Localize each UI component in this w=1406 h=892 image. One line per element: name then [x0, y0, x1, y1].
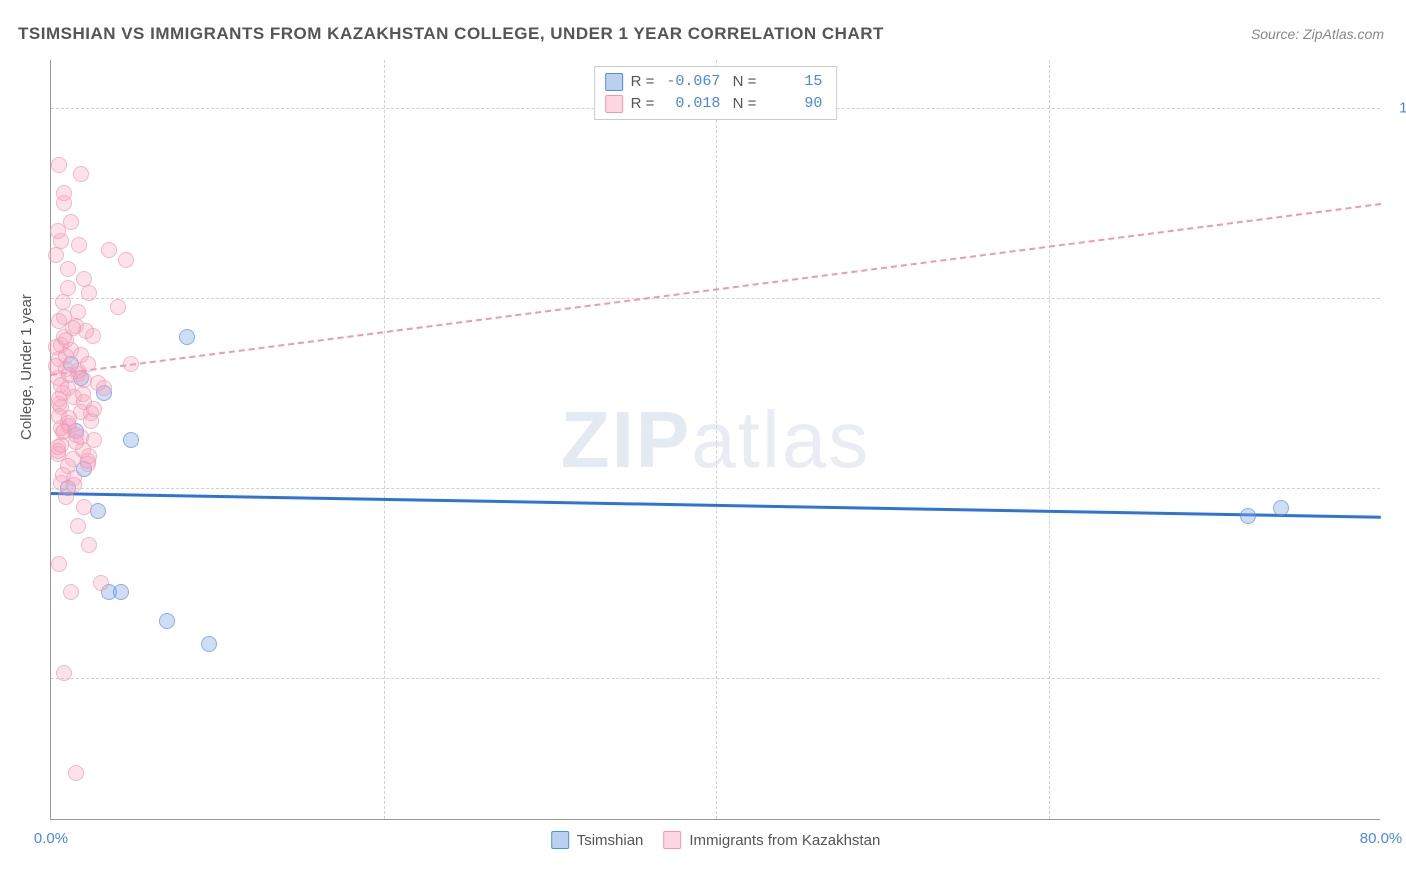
data-point: [75, 386, 91, 402]
data-point: [55, 294, 71, 310]
data-point: [56, 665, 72, 681]
data-point: [81, 537, 97, 553]
legend-series: Tsimshian Immigrants from Kazakhstan: [551, 831, 881, 849]
y-axis-label: College, Under 1 year: [18, 294, 35, 440]
data-point: [118, 252, 134, 268]
legend-stats-row: R = 0.018 N = 90: [605, 93, 823, 115]
gridline: [384, 60, 385, 819]
data-point: [63, 584, 79, 600]
data-point: [81, 448, 97, 464]
y-tick-label: 60.0%: [1390, 479, 1406, 496]
data-point: [51, 157, 67, 173]
legend-stats-row: R = -0.067 N = 15: [605, 71, 823, 93]
x-tick-label: 80.0%: [1360, 830, 1403, 847]
data-point: [51, 391, 67, 407]
stat-label: R =: [631, 71, 655, 93]
data-point: [76, 499, 92, 515]
data-point: [159, 613, 175, 629]
data-point: [65, 320, 81, 336]
gridline: [1049, 60, 1050, 819]
data-point: [123, 356, 139, 372]
legend-stats: R = -0.067 N = 15 R = 0.018 N = 90: [594, 66, 838, 120]
watermark-bold: ZIP: [561, 395, 691, 484]
data-point: [86, 401, 102, 417]
legend-label: Immigrants from Kazakhstan: [689, 832, 880, 849]
swatch-icon: [551, 831, 569, 849]
data-point: [1240, 508, 1256, 524]
data-point: [68, 765, 84, 781]
data-point: [76, 372, 92, 388]
data-point: [70, 304, 86, 320]
data-point: [50, 439, 66, 455]
data-point: [101, 242, 117, 258]
stat-value: -0.067: [662, 71, 720, 93]
legend-item: Immigrants from Kazakhstan: [663, 831, 880, 849]
y-tick-label: 100.0%: [1390, 99, 1406, 116]
data-point: [51, 556, 67, 572]
data-point: [71, 237, 87, 253]
chart-title: TSIMSHIAN VS IMMIGRANTS FROM KAZAKHSTAN …: [18, 24, 884, 44]
data-point: [73, 166, 89, 182]
legend-label: Tsimshian: [577, 832, 644, 849]
watermark-thin: atlas: [691, 395, 870, 484]
gridline: [716, 60, 717, 819]
data-point: [1273, 500, 1289, 516]
swatch-icon: [605, 73, 623, 91]
data-point: [60, 261, 76, 277]
data-point: [63, 214, 79, 230]
data-point: [93, 575, 109, 591]
y-tick-label: 40.0%: [1390, 669, 1406, 686]
swatch-icon: [605, 95, 623, 113]
data-point: [66, 477, 82, 493]
data-point: [113, 584, 129, 600]
data-point: [53, 420, 69, 436]
stat-label: N =: [728, 71, 756, 93]
data-point: [96, 380, 112, 396]
legend-item: Tsimshian: [551, 831, 644, 849]
chart-plot-area: ZIPatlas R = -0.067 N = 15 R = 0.018 N =…: [50, 60, 1380, 820]
source-label: Source: ZipAtlas.com: [1251, 26, 1384, 42]
y-tick-label: 80.0%: [1390, 289, 1406, 306]
data-point: [56, 185, 72, 201]
data-point: [73, 429, 89, 445]
stat-value: 15: [764, 71, 822, 93]
data-point: [48, 247, 64, 263]
x-tick-label: 0.0%: [34, 830, 68, 847]
swatch-icon: [663, 831, 681, 849]
data-point: [123, 432, 139, 448]
data-point: [50, 223, 66, 239]
data-point: [81, 285, 97, 301]
stat-value: 90: [764, 93, 822, 115]
data-point: [201, 636, 217, 652]
stat-value: 0.018: [662, 93, 720, 115]
data-point: [70, 518, 86, 534]
data-point: [179, 329, 195, 345]
stat-label: R =: [631, 93, 655, 115]
data-point: [110, 299, 126, 315]
stat-label: N =: [728, 93, 756, 115]
